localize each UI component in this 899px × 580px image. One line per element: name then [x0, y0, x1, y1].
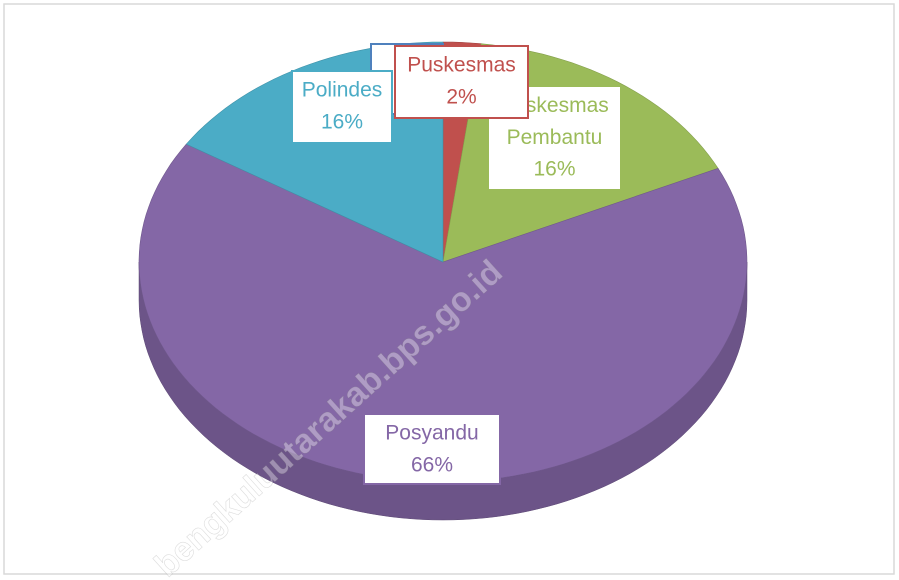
data-label-category: Puskesmas	[407, 54, 516, 77]
data-label-box	[363, 413, 501, 485]
data-label-value: 66%	[411, 454, 453, 477]
data-label-box	[291, 70, 393, 144]
data-label-category: Posyandu	[385, 422, 478, 445]
data-label-category: Polindes	[302, 79, 383, 102]
data-label-value: 16%	[321, 111, 363, 134]
data-label-value: 16%	[533, 158, 575, 181]
data-label-value: 2%	[446, 86, 476, 109]
data-label-box	[394, 45, 529, 119]
